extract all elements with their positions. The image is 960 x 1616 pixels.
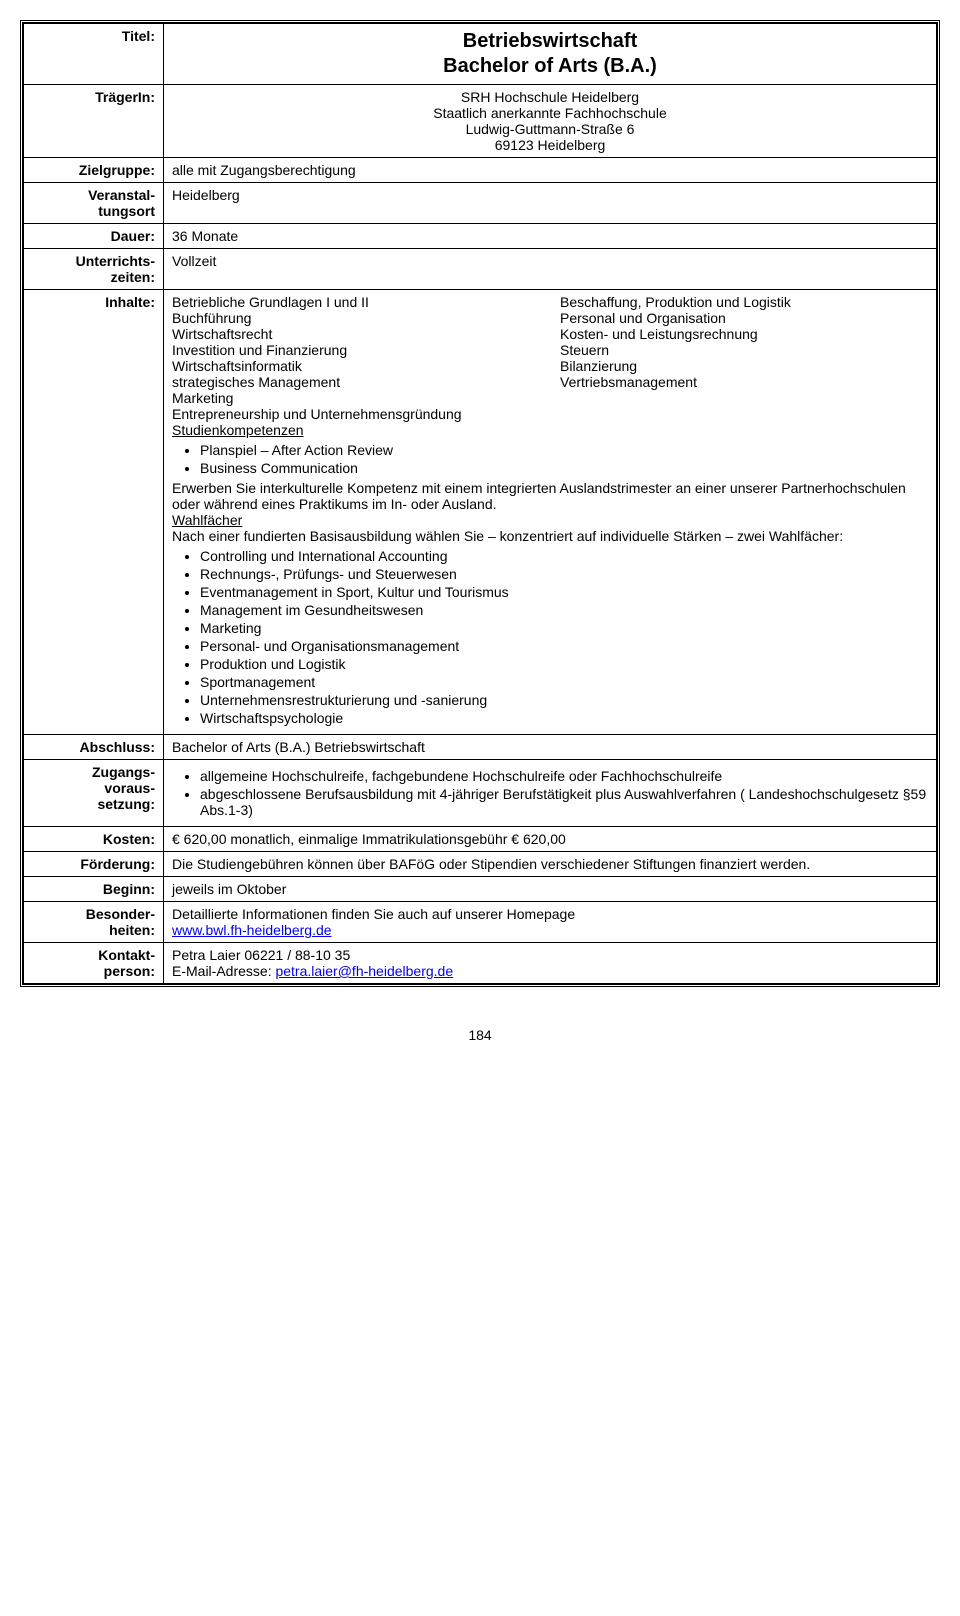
content-left-2: Wirtschaftsrecht [172, 326, 540, 342]
label-start: Beginn: [24, 877, 164, 902]
content-left-3: Investition und Finanzierung [172, 342, 540, 358]
wahl-intro: Nach einer fundierten Basisausbildung wä… [172, 528, 928, 544]
title-line2: Bachelor of Arts (B.A.) [172, 55, 928, 78]
content-right-3: Steuern [560, 342, 928, 358]
content-left-5: strategisches Management [172, 374, 540, 390]
content-left-6: Marketing [172, 390, 540, 406]
intercultural-text: Erwerben Sie interkulturelle Kompetenz m… [172, 480, 928, 512]
content-two-col: Betriebliche Grundlagen I und II Buchfüh… [172, 294, 928, 406]
title-line1: Betriebswirtschaft [172, 30, 928, 53]
study-list: Planspiel – After Action Review Business… [172, 442, 928, 476]
wahl-heading: Wahlfächer [172, 512, 928, 528]
label-venue: Veranstal- tungsort [24, 183, 164, 224]
label-duration: Dauer: [24, 224, 164, 249]
content-right-col: Beschaffung, Produktion und Logistik Per… [560, 294, 928, 406]
contact-email-line: E-Mail-Adresse: petra.laier@fh-heidelber… [172, 963, 928, 979]
label-content: Inhalte: [24, 290, 164, 735]
funding-cell: Die Studiengebühren können über BAFöG od… [164, 852, 937, 877]
study-item: Planspiel – After Action Review [200, 442, 928, 458]
wahl-item: Personal- und Organisationsmanagement [200, 638, 928, 654]
wahl-item: Controlling und International Accounting [200, 548, 928, 564]
page-number: 184 [20, 1027, 940, 1043]
requirement-item: abgeschlossene Berufsausbildung mit 4-jä… [200, 786, 928, 818]
wahl-item: Produktion und Logistik [200, 656, 928, 672]
wahl-item: Marketing [200, 620, 928, 636]
content-cell: Betriebliche Grundlagen I und II Buchfüh… [164, 290, 937, 735]
label-degree: Abschluss: [24, 735, 164, 760]
wahl-item: Wirtschaftspsychologie [200, 710, 928, 726]
content-left-1: Buchführung [172, 310, 540, 326]
document-table: Titel: Betriebswirtschaft Bachelor of Ar… [20, 20, 940, 987]
content-right-2: Kosten- und Leistungsrechnung [560, 326, 928, 342]
wahl-item: Eventmanagement in Sport, Kultur und Tou… [200, 584, 928, 600]
requirement-item: allgemeine Hochschulreife, fachgebundene… [200, 768, 928, 784]
title-cell: Betriebswirtschaft Bachelor of Arts (B.A… [164, 24, 937, 85]
target-cell: alle mit Zugangsberechtigung [164, 158, 937, 183]
email-link[interactable]: petra.laier@fh-heidelberg.de [275, 963, 453, 979]
carrier-l2: Staatlich anerkannte Fachhochschule [172, 105, 928, 121]
label-requirements: Zugangs- voraus- setzung: [24, 760, 164, 827]
content-left-col: Betriebliche Grundlagen I und II Buchfüh… [172, 294, 540, 406]
label-special: Besonder- heiten: [24, 902, 164, 943]
times-cell: Vollzeit [164, 249, 937, 290]
venue-cell: Heidelberg [164, 183, 937, 224]
cost-cell: € 620,00 monatlich, einmalige Immatrikul… [164, 827, 937, 852]
label-funding: Förderung: [24, 852, 164, 877]
degree-cell: Bachelor of Arts (B.A.) Betriebswirtscha… [164, 735, 937, 760]
special-text: Detaillierte Informationen finden Sie au… [172, 906, 575, 922]
content-left-4: Wirtschaftsinformatik [172, 358, 540, 374]
contact-name: Petra Laier 06221 / 88-10 35 [172, 947, 928, 963]
label-contact: Kontakt- person: [24, 943, 164, 984]
carrier-cell: SRH Hochschule Heidelberg Staatlich aner… [164, 85, 937, 158]
label-carrier: TrägerIn: [24, 85, 164, 158]
requirements-list: allgemeine Hochschulreife, fachgebundene… [172, 768, 928, 818]
start-cell: jeweils im Oktober [164, 877, 937, 902]
study-item: Business Communication [200, 460, 928, 476]
duration-cell: 36 Monate [164, 224, 937, 249]
label-times: Unterrichts- zeiten: [24, 249, 164, 290]
requirements-cell: allgemeine Hochschulreife, fachgebundene… [164, 760, 937, 827]
content-right-5: Vertriebsmanagement [560, 374, 928, 390]
content-left-0: Betriebliche Grundlagen I und II [172, 294, 540, 310]
wahl-item: Management im Gesundheitswesen [200, 602, 928, 618]
carrier-l1: SRH Hochschule Heidelberg [172, 89, 928, 105]
content-right-1: Personal und Organisation [560, 310, 928, 326]
wahl-list: Controlling und International Accounting… [172, 548, 928, 726]
label-target: Zielgruppe: [24, 158, 164, 183]
label-title: Titel: [24, 24, 164, 85]
homepage-link[interactable]: www.bwl.fh-heidelberg.de [172, 922, 332, 938]
wahl-item: Sportmanagement [200, 674, 928, 690]
content-right-4: Bilanzierung [560, 358, 928, 374]
email-label: E-Mail-Adresse: [172, 963, 275, 979]
contact-cell: Petra Laier 06221 / 88-10 35 E-Mail-Adre… [164, 943, 937, 984]
content-right-0: Beschaffung, Produktion und Logistik [560, 294, 928, 310]
label-cost: Kosten: [24, 827, 164, 852]
wahl-item: Unternehmensrestrukturierung und -sanier… [200, 692, 928, 708]
carrier-l4: 69123 Heidelberg [172, 137, 928, 153]
study-heading: Studienkompetenzen [172, 422, 928, 438]
content-after-cols: Entrepreneurship und Unternehmensgründun… [172, 406, 928, 422]
wahl-item: Rechnungs-, Prüfungs- und Steuerwesen [200, 566, 928, 582]
carrier-l3: Ludwig-Guttmann-Straße 6 [172, 121, 928, 137]
special-cell: Detaillierte Informationen finden Sie au… [164, 902, 937, 943]
